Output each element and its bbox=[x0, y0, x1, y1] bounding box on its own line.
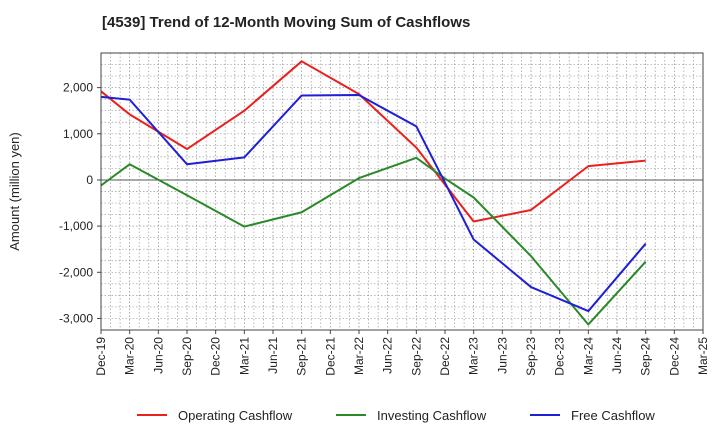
y-tick-label: -3,000 bbox=[59, 311, 93, 325]
legend-label: Operating Cashflow bbox=[178, 408, 293, 423]
y-tick-label: 1,000 bbox=[63, 127, 93, 141]
x-tick-label: Dec-19 bbox=[94, 337, 108, 376]
legend: Operating Cashflow Investing Cashflow Free… bbox=[137, 408, 655, 423]
x-tick-label: Sep-22 bbox=[409, 337, 423, 376]
y-tick-labels: 2,000 1,000 0 -1,000 -2,000 -3,000 bbox=[59, 81, 101, 325]
series-line-investing-cashflow bbox=[100, 156, 647, 326]
y-axis-label: Amount (million yen) bbox=[7, 132, 22, 251]
x-tick-label: Dec-23 bbox=[553, 337, 567, 376]
series-lines bbox=[100, 60, 647, 326]
series-line-free-cashflow bbox=[100, 94, 647, 313]
x-tick-label: Mar-21 bbox=[237, 337, 251, 375]
y-tick-label: -2,000 bbox=[59, 265, 93, 279]
chart-title: [4539] Trend of 12-Month Moving Sum of C… bbox=[102, 14, 471, 31]
x-tick-label: Jun-20 bbox=[151, 337, 165, 374]
grid-lines bbox=[100, 52, 704, 331]
x-tick-label: Sep-20 bbox=[180, 337, 194, 376]
x-tick-label: Dec-22 bbox=[438, 337, 452, 376]
x-tick-label: Dec-24 bbox=[667, 337, 681, 376]
y-tick-label: 2,000 bbox=[63, 81, 93, 95]
x-tick-label: Jun-23 bbox=[495, 337, 509, 374]
x-tick-label: Sep-24 bbox=[639, 337, 653, 376]
x-tick-label: Mar-24 bbox=[581, 337, 595, 375]
x-tick-label: Jun-21 bbox=[266, 337, 280, 374]
x-tick-label: Dec-21 bbox=[323, 337, 337, 376]
series-line-operating-cashflow bbox=[100, 60, 646, 223]
legend-label: Investing Cashflow bbox=[377, 408, 487, 423]
x-tick-label: Sep-23 bbox=[524, 337, 538, 376]
y-tick-label: -1,000 bbox=[59, 219, 93, 233]
x-tick-label: Mar-22 bbox=[352, 337, 366, 375]
x-tick-label: Dec-20 bbox=[209, 337, 223, 376]
x-tick-label: Sep-21 bbox=[295, 337, 309, 376]
y-tick-label: 0 bbox=[86, 173, 93, 187]
x-tick-label: Mar-25 bbox=[696, 337, 710, 375]
x-tick-label: Jun-22 bbox=[381, 337, 395, 374]
x-tick-labels: Dec-19 Mar-20 Jun-20 Sep-20 Dec-20 Mar-21 Jun-… bbox=[94, 330, 710, 376]
x-tick-label: Mar-20 bbox=[123, 337, 137, 375]
legend-label: Free Cashflow bbox=[571, 408, 655, 423]
x-tick-label: Jun-24 bbox=[610, 337, 624, 374]
x-tick-label: Mar-23 bbox=[467, 337, 481, 375]
plot-frame bbox=[100, 52, 704, 331]
